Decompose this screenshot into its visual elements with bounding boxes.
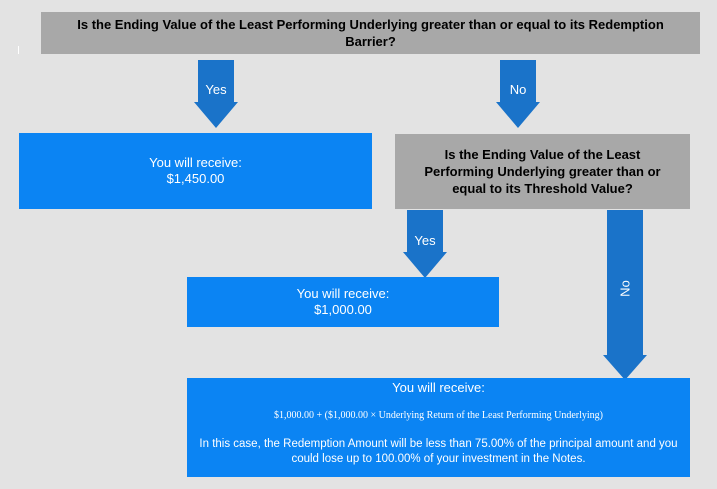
outcome-loss-note: In this case, the Redemption Amount will… bbox=[199, 438, 678, 465]
question-redemption-barrier-text: Is the Ending Value of the Least Perform… bbox=[77, 17, 664, 49]
outcome-1000-amount: $1,000.00 bbox=[314, 302, 372, 317]
question-threshold-value: Is the Ending Value of the Least Perform… bbox=[395, 134, 690, 209]
arrow-yes-q1 bbox=[194, 60, 238, 128]
arrow-no-q2-label: No bbox=[617, 280, 633, 297]
outcome-1450: You will receive: $1,450.00 bbox=[19, 133, 372, 209]
arrow-no-q2 bbox=[603, 210, 647, 380]
outcome-1000-line1: You will receive: bbox=[296, 286, 390, 301]
edge-tick-left bbox=[18, 46, 19, 54]
outcome-1450-amount: $1,450.00 bbox=[166, 171, 225, 186]
outcome-1450-line1: You will receive: bbox=[149, 155, 242, 170]
arrow-yes-q1-label: Yes bbox=[205, 82, 227, 97]
outcome-loss-formula: $1,000.00 + ($1,000.00 × Underlying Retu… bbox=[274, 410, 603, 421]
arrow-no-q1 bbox=[496, 60, 540, 128]
outcome-1000: You will receive: $1,000.00 bbox=[187, 277, 499, 327]
outcome-loss-line1: You will receive: bbox=[392, 380, 485, 395]
arrow-yes-q2 bbox=[403, 210, 447, 278]
outcome-loss: You will receive: $1,000.00 + ($1,000.00… bbox=[187, 378, 690, 477]
arrow-yes-q2-label: Yes bbox=[414, 233, 436, 248]
question-redemption-barrier: Is the Ending Value of the Least Perform… bbox=[41, 12, 700, 54]
arrow-no-q1-label: No bbox=[509, 82, 527, 97]
question-threshold-value-text: Is the Ending Value of the Least Perform… bbox=[424, 147, 661, 196]
